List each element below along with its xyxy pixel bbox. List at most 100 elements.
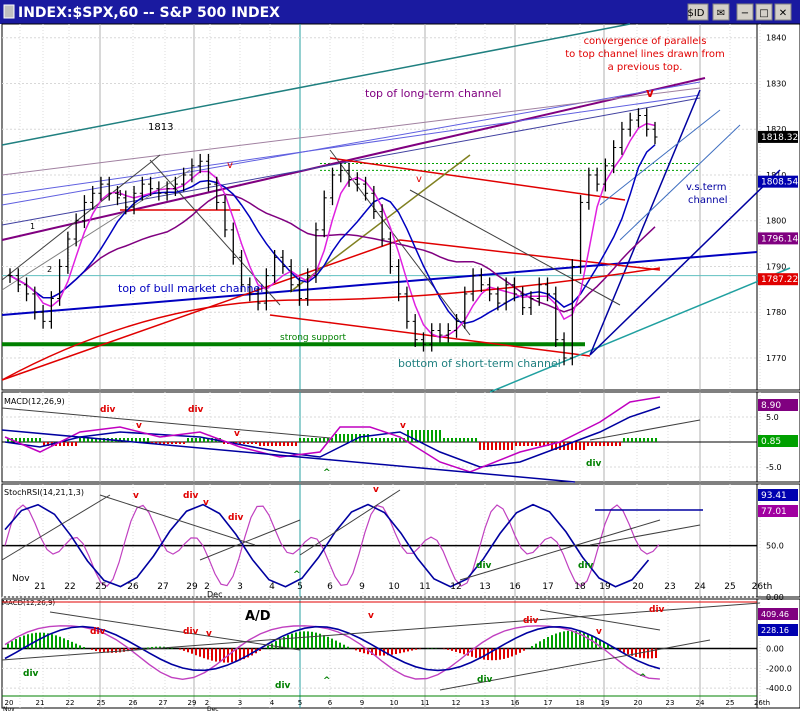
ad-month-label: Dec (207, 706, 219, 711)
trend-line (289, 154, 471, 293)
price-bar (7, 268, 13, 283)
stoch-x-label: 2 (204, 582, 210, 592)
annotation-long-term-channel: top of long-term channel (365, 87, 501, 100)
window-control-2[interactable]: − (736, 3, 754, 21)
stoch-x-label: 11 (419, 582, 430, 592)
stoch-trend-line (199, 519, 301, 561)
window-control-box (736, 3, 754, 21)
price-bar (205, 153, 211, 192)
stoch-x-label: 25 (95, 582, 106, 592)
annotation-wave-1: 1 (30, 222, 35, 231)
window-control-4[interactable]: ✕ (774, 3, 792, 21)
ad-x-label: 16 (511, 699, 520, 707)
macd-tag: 0.85 (761, 437, 781, 447)
price-bar (214, 176, 220, 210)
price-bar (81, 195, 87, 229)
macd-tag-bg (758, 435, 798, 447)
price-bar (553, 286, 559, 347)
stoch-x-label: 12 (450, 582, 461, 592)
annotation-v-top: v (646, 86, 654, 100)
price-bar (602, 158, 608, 192)
price-bar (478, 268, 484, 293)
trend-line (619, 124, 741, 241)
macd-trend-line (589, 419, 701, 441)
stoch-annotation: div (228, 513, 244, 523)
panel-frame-2 (1, 483, 758, 598)
stoch-x-label: 5 (297, 582, 303, 592)
window-control-3[interactable]: □ (755, 3, 773, 21)
trend-line (599, 109, 721, 206)
trend-line (589, 169, 781, 356)
price-bar (445, 323, 451, 343)
y-tick-label: 1830 (766, 79, 786, 88)
macd-annotation: div (188, 405, 204, 415)
price-bar (255, 286, 261, 311)
ad-x-label: 25 (97, 699, 106, 707)
ad-tag-bg (758, 624, 798, 636)
y-tick-label: -5.0 (766, 463, 782, 472)
stoch-month-label: Nov (12, 574, 30, 584)
price-bar (24, 277, 30, 302)
ad-x-label: 13 (481, 699, 490, 707)
stoch-x-label: 20 (632, 582, 644, 592)
price-bar (528, 291, 534, 315)
y-tick-label: 1820 (766, 125, 786, 134)
stoch-d-line (4, 503, 650, 588)
trend-line (589, 89, 701, 356)
window-control-1[interactable]: ✉ (712, 3, 730, 21)
stoch-annotation: v (133, 491, 139, 501)
annotation-wave-4: 4 (117, 189, 122, 198)
price-bar (627, 112, 633, 137)
price-bar (272, 250, 278, 283)
trend-line (329, 149, 471, 336)
macd-signal-line (4, 406, 661, 468)
stoch-x-label: 17 (542, 582, 553, 592)
stoch-tag: 77.01 (761, 507, 787, 517)
ad-annotation: ^ (639, 673, 647, 683)
price-bar (462, 286, 468, 329)
ad-x-label: 26th (754, 699, 770, 707)
stoch-annotation: div (183, 491, 199, 501)
ad-x-label: 23 (666, 699, 675, 707)
trend-line (1, 87, 701, 176)
price-tag-bg (758, 175, 798, 188)
macd-annotation: ^ (323, 468, 331, 478)
trend-line (1, 94, 701, 196)
price-bar (404, 286, 410, 329)
price-bar (296, 277, 302, 306)
price-bar (420, 332, 426, 352)
ad-x-label: 26 (129, 699, 138, 707)
top-marker: v (227, 160, 233, 171)
price-bar (288, 259, 294, 293)
price-bar (545, 277, 550, 302)
stoch-tag-bg (758, 489, 798, 501)
window-control-box (687, 3, 709, 21)
ad-annotation: div (23, 669, 39, 679)
price-bar (586, 167, 592, 210)
window-control-label: − (741, 8, 749, 19)
stoch-x-label: 26th (752, 582, 773, 592)
y-tick-label: -400.0 (766, 684, 792, 693)
macd-annotation: div (100, 405, 116, 415)
annotation-strong-support: strong support (280, 333, 347, 343)
price-bar (619, 121, 625, 155)
price-bar (131, 185, 137, 215)
price-bar (652, 121, 658, 145)
price-bar (611, 140, 617, 174)
ad-annotation: v (596, 627, 602, 637)
window-control-0[interactable]: $ID (687, 3, 709, 21)
stoch-trend-line (459, 519, 661, 581)
ad-x-label: 21 (36, 699, 45, 707)
price-bar (321, 190, 327, 238)
window-control-label: □ (759, 8, 768, 19)
stoch-annotation: v (203, 498, 209, 508)
trend-line (1, 154, 161, 281)
price-bar (139, 176, 145, 201)
ad-annotation: div (477, 675, 493, 685)
trend-line (149, 159, 281, 306)
window-control-box (712, 3, 730, 21)
ad-x-label: 6 (328, 699, 333, 707)
ad-x-label: 4 (270, 699, 275, 707)
macd-annotation: v (234, 429, 240, 439)
